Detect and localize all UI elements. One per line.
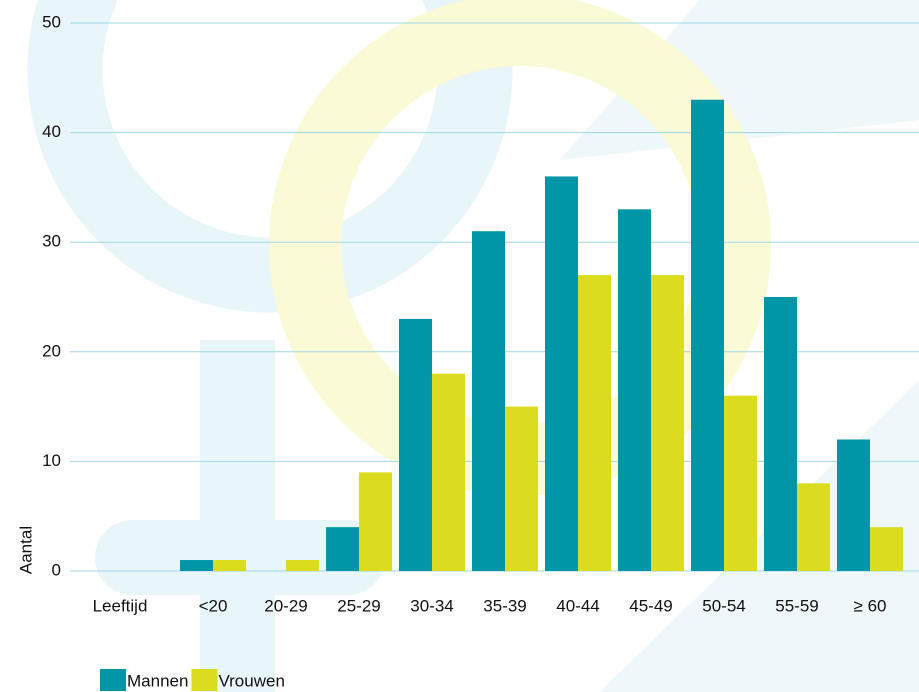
y-tick-label: 30 xyxy=(42,232,61,251)
legend-label: Mannen xyxy=(127,671,188,690)
y-tick-label: 50 xyxy=(42,12,61,31)
x-tick-label: ≥ 60 xyxy=(854,596,887,615)
x-tick-label: 55-59 xyxy=(775,596,818,615)
y-tick-label: 10 xyxy=(42,451,61,470)
bar xyxy=(691,100,724,571)
x-tick-label: <20 xyxy=(199,596,228,615)
bar xyxy=(359,472,392,571)
legend-swatch xyxy=(191,669,217,691)
x-tick-label: 40-44 xyxy=(556,596,599,615)
y-tick-label: 0 xyxy=(52,560,61,579)
y-tick-label: 40 xyxy=(42,122,61,141)
x-tick-label: 30-34 xyxy=(410,596,453,615)
legend-swatch xyxy=(100,669,126,691)
bar xyxy=(724,396,757,571)
bar xyxy=(432,374,465,571)
y-tick-label: 20 xyxy=(42,341,61,360)
bar xyxy=(837,439,870,571)
x-tick-label: 35-39 xyxy=(483,596,526,615)
bar xyxy=(797,483,830,571)
bar xyxy=(472,231,505,571)
x-tick-label: 25-29 xyxy=(337,596,380,615)
bar xyxy=(505,407,538,571)
x-tick-label: 50-54 xyxy=(702,596,745,615)
chart: Aantal Leeftijd 0 10 20 30 40 50 <20 20-29 25-29… xyxy=(0,0,919,692)
legend-label: Vrouwen xyxy=(218,671,284,690)
bar xyxy=(326,527,359,571)
bar xyxy=(618,209,651,571)
y-axis-label: Aantal xyxy=(16,526,35,574)
bar xyxy=(651,275,684,571)
bar xyxy=(545,176,578,571)
bar xyxy=(286,560,319,571)
bar xyxy=(764,297,797,571)
x-tick-label: 20-29 xyxy=(264,596,307,615)
bar xyxy=(180,560,213,571)
bar xyxy=(870,527,903,571)
bar xyxy=(578,275,611,571)
bar xyxy=(399,319,432,571)
x-tick-label: 45-49 xyxy=(629,596,672,615)
bar xyxy=(213,560,246,571)
x-axis-label: Leeftijd xyxy=(93,596,148,615)
